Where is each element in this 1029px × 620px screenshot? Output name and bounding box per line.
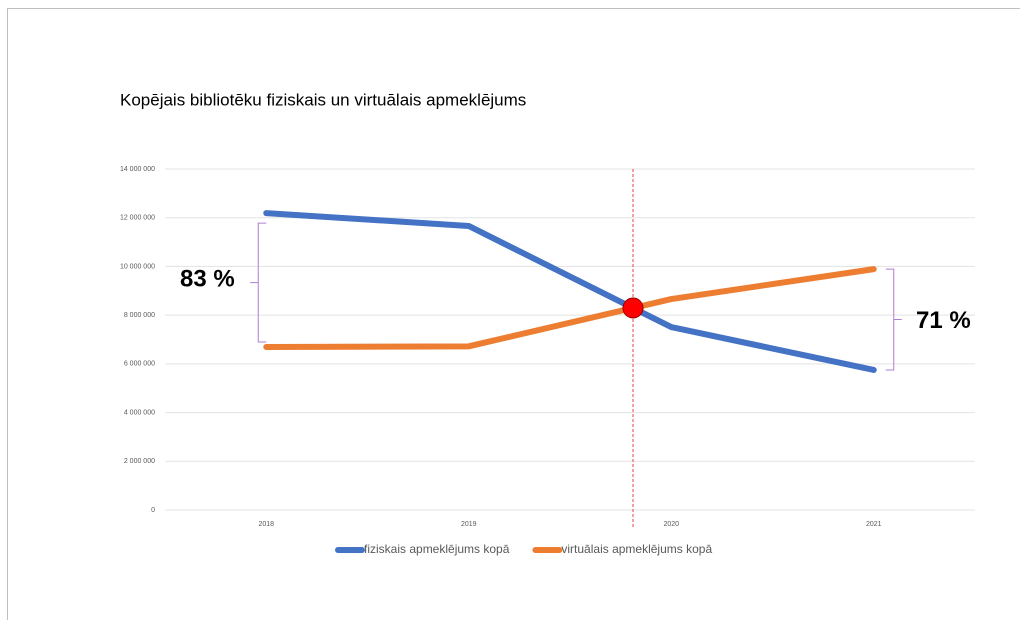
annotation: 71 % <box>916 307 971 334</box>
series-line <box>263 210 877 373</box>
x-tick-label: 2021 <box>866 521 882 528</box>
y-tick-label: 10 000 000 <box>120 263 155 270</box>
series-line <box>263 266 877 351</box>
legend-label: fiziskais apmeklējums kopā <box>364 542 510 556</box>
y-tick-label: 12 000 000 <box>120 215 155 222</box>
y-tick-label: 2 000 000 <box>124 458 155 465</box>
y-tick-label: 14 000 000 <box>120 166 155 173</box>
crossing-marker <box>622 297 644 319</box>
y-tick-label: 4 000 000 <box>124 409 155 416</box>
frame <box>7 8 1020 620</box>
x-tick-label: 2019 <box>461 521 477 528</box>
x-tick-label: 2018 <box>258 521 274 528</box>
chart-title: Kopējais bibliotēku fiziskais un virtuāl… <box>120 90 526 109</box>
annotation: 83 % <box>180 265 235 292</box>
legend-label: virtuālais apmeklējums kopā <box>561 542 712 556</box>
brace <box>885 268 902 371</box>
brace <box>250 222 267 343</box>
y-tick-label: 8 000 000 <box>124 312 155 319</box>
y-tick-label: 6 000 000 <box>124 361 155 368</box>
x-tick-label: 2020 <box>663 521 679 528</box>
y-tick-label: 0 <box>151 507 155 514</box>
